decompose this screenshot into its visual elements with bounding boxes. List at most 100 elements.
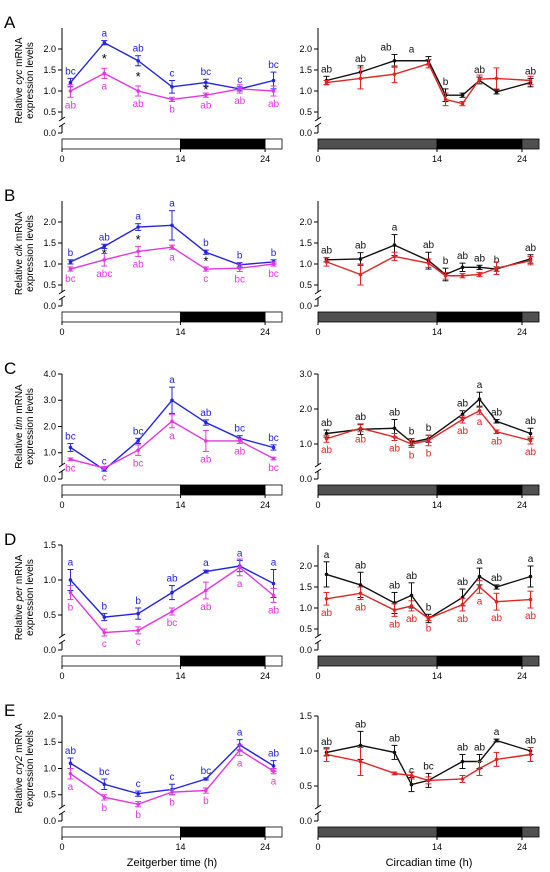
- panel-b-left-series-magenta-point: [102, 257, 107, 262]
- panel-e-right-x-tick-label: 14: [432, 842, 442, 852]
- panel-e-left-series-magenta-point: [170, 790, 174, 794]
- panel-c-left-y-tick-label: 1.0: [43, 448, 56, 458]
- panel-b-left-series-magenta-sig-letter: a: [169, 252, 175, 263]
- panel-e-right-x-tick-label: 0: [315, 842, 320, 852]
- panel-e-left-series-blue-point: [102, 782, 107, 787]
- panel-e-right-phase-bar-dark: [436, 826, 523, 838]
- panel-b-right-series-red-point: [443, 273, 448, 278]
- panel-d-left-y-tick-label: 0.0: [43, 645, 56, 655]
- panel-e-left-series-magenta-point: [136, 802, 140, 806]
- panel-b-left-series-magenta-sig-letter: bc: [234, 275, 245, 286]
- panel-b-right-series-black-sig-letter: ab: [355, 241, 367, 252]
- panel-a-right-x-tick-label: 14: [432, 154, 442, 164]
- panel-e-right-series-red-point: [392, 771, 397, 776]
- panel-e-left-series-blue-sig-letter: ab: [268, 749, 280, 760]
- panel-c-right-series-black-point: [324, 431, 329, 436]
- panel-e-left-series-blue-point: [204, 777, 208, 781]
- panel-d-left-ylabel: Relative per mRNA: [14, 554, 25, 640]
- panel-b-left-letter: B: [4, 186, 15, 205]
- panel-a-left-x-tick-label: 24: [260, 154, 270, 164]
- panel-e-left-series-blue-point: [68, 761, 73, 766]
- panel-a-left-series-blue-point: [170, 84, 174, 89]
- panel-d-left-series-magenta-point: [271, 593, 276, 598]
- panel-c-left-x-tick-label: 14: [175, 500, 185, 510]
- panel-a-right-x-tick-label: 24: [517, 154, 527, 164]
- panel-e-left-series-magenta-sig-letter: a: [271, 777, 277, 788]
- panel-b-right-x-tick-label: 24: [517, 327, 527, 337]
- panel-b-left-y-tick-label: 1.5: [43, 238, 56, 248]
- panel-a-right-series-red-point: [460, 101, 465, 106]
- panel-e-right-series-red-point: [409, 773, 414, 778]
- panel-c-right-series-black-point: [392, 426, 397, 431]
- panel-c-right-series-black-sig-letter: ab: [457, 399, 469, 410]
- panel-e-left-phase-bar-light: [264, 826, 283, 838]
- panel-a-right-series-black-sig-letter: ab: [525, 66, 537, 77]
- panel-d-left-phase-bar-light: [264, 655, 283, 667]
- panel-c-right-series-red-point: [409, 442, 414, 446]
- panel-c-right-series-black-sig-letter: ab: [355, 412, 367, 423]
- panel-e-right-series-red-point: [358, 759, 363, 764]
- panel-d-left-series-blue-sig-letter: a: [237, 548, 243, 559]
- panel-d-left-series-magenta-sig-letter: ab: [268, 605, 280, 616]
- panel-e-left-series-magenta-sig-letter: b: [102, 803, 108, 814]
- panel-e-left-series-magenta-sig-letter: a: [237, 758, 243, 769]
- panel-d-left-series-blue-sig-letter: a: [68, 557, 74, 568]
- panel-c-left-series-blue-point: [204, 420, 208, 425]
- panel-a-left-y-tick-label: 1.5: [43, 65, 56, 75]
- panel-c-left-phase-bar-light: [264, 484, 283, 496]
- panel-c-right-series-red-point: [477, 408, 482, 413]
- panel-b-right-series-red-point: [426, 261, 431, 265]
- panel-c-right-series-black-sig-letter: a: [477, 380, 483, 391]
- panel-d-right-series-red-point: [324, 596, 329, 601]
- panel-b-left-series-blue-point: [102, 244, 107, 249]
- panel-c-left-series-magenta-sig-letter: bc: [133, 458, 144, 469]
- panel-d-right-series-black-point: [477, 574, 482, 579]
- panel-d-left-series-magenta-point: [237, 565, 242, 570]
- panel-c-right-series-black-sig-letter: ab: [321, 418, 333, 429]
- panel-a-left-series-blue-sig-letter: a: [102, 29, 108, 40]
- panel-d-left-series-magenta-point: [136, 628, 140, 633]
- panel-c-right-series-red-point: [426, 438, 431, 443]
- panel-a-left-series-blue-sig-letter: bc: [268, 60, 279, 71]
- panel-b-left-series-blue-sig-letter: a: [169, 199, 175, 210]
- panel-b-left-series-blue-point: [68, 260, 73, 264]
- panel-b-right-series-black-point: [460, 265, 465, 270]
- panel-d-right-series-black-sig-letter: b: [426, 602, 432, 613]
- panel-b-left-series-blue-point: [204, 250, 208, 255]
- panel-a-right-series-red-point: [443, 97, 448, 102]
- panel-e-right-series-red-point: [426, 778, 431, 783]
- panel-c-left-series-blue-sig-letter: ab: [200, 408, 212, 419]
- panel-b-left-series-magenta-sig-letter: abc: [96, 269, 112, 280]
- panel-d-right-series-black-point: [409, 593, 414, 598]
- panel-e-left-series-magenta-point: [271, 769, 276, 773]
- panel-b-left-series-magenta-point: [170, 245, 174, 249]
- panel-c-left-x-tick-label: 0: [59, 500, 64, 510]
- panel-b-right-series-black-sig-letter: ab: [525, 243, 537, 254]
- panel-c-right-series-red-sig-letter: b: [426, 449, 432, 460]
- panel-b-right-y-tick-label: 0.0: [299, 301, 312, 311]
- panel-a-right-series-black-point: [494, 90, 499, 94]
- panel-a-left-phase-bar-dark: [180, 138, 266, 150]
- panel-b-left-x-tick-label: 14: [175, 327, 185, 337]
- panel-d-right-series-black-point: [528, 574, 533, 579]
- panel-a-left-series-magenta-sig-letter: ab: [268, 99, 280, 110]
- panel-c-right-series-red-sig-letter: ab: [321, 445, 333, 456]
- panel-d-right-series-red-point: [409, 604, 414, 608]
- panel-a-left-y-tick-label: 0.5: [43, 107, 56, 117]
- panel-d-left-y-break-mark-2: [58, 633, 66, 639]
- panel-c-left-series-magenta-point: [136, 448, 140, 452]
- panel-a-left-y-break-mark-2: [58, 116, 66, 122]
- panel-a-left-y-break-mark-1: [58, 122, 66, 128]
- panel-b-right-phase-bar-dark: [436, 311, 523, 323]
- panel-c-right-series-red-point: [494, 429, 499, 434]
- panel-c-right-series-red-point: [324, 436, 329, 441]
- panel-c-right-series-black-sig-letter: ab: [491, 407, 503, 418]
- panel-b-left-y-break-mark-2: [58, 289, 66, 295]
- panel-a-left-series-blue-sig-letter: c: [170, 68, 175, 79]
- panel-e-left-series-blue-sig-letter: c: [136, 779, 141, 790]
- panel-b-left-series-magenta-sig-letter: bc: [65, 274, 76, 285]
- panel-a-left-series-magenta-point: [102, 71, 107, 76]
- panel-e-left-y-break-mark-1: [58, 810, 66, 816]
- panel-e-left-series-magenta-sig-letter: a: [68, 782, 74, 793]
